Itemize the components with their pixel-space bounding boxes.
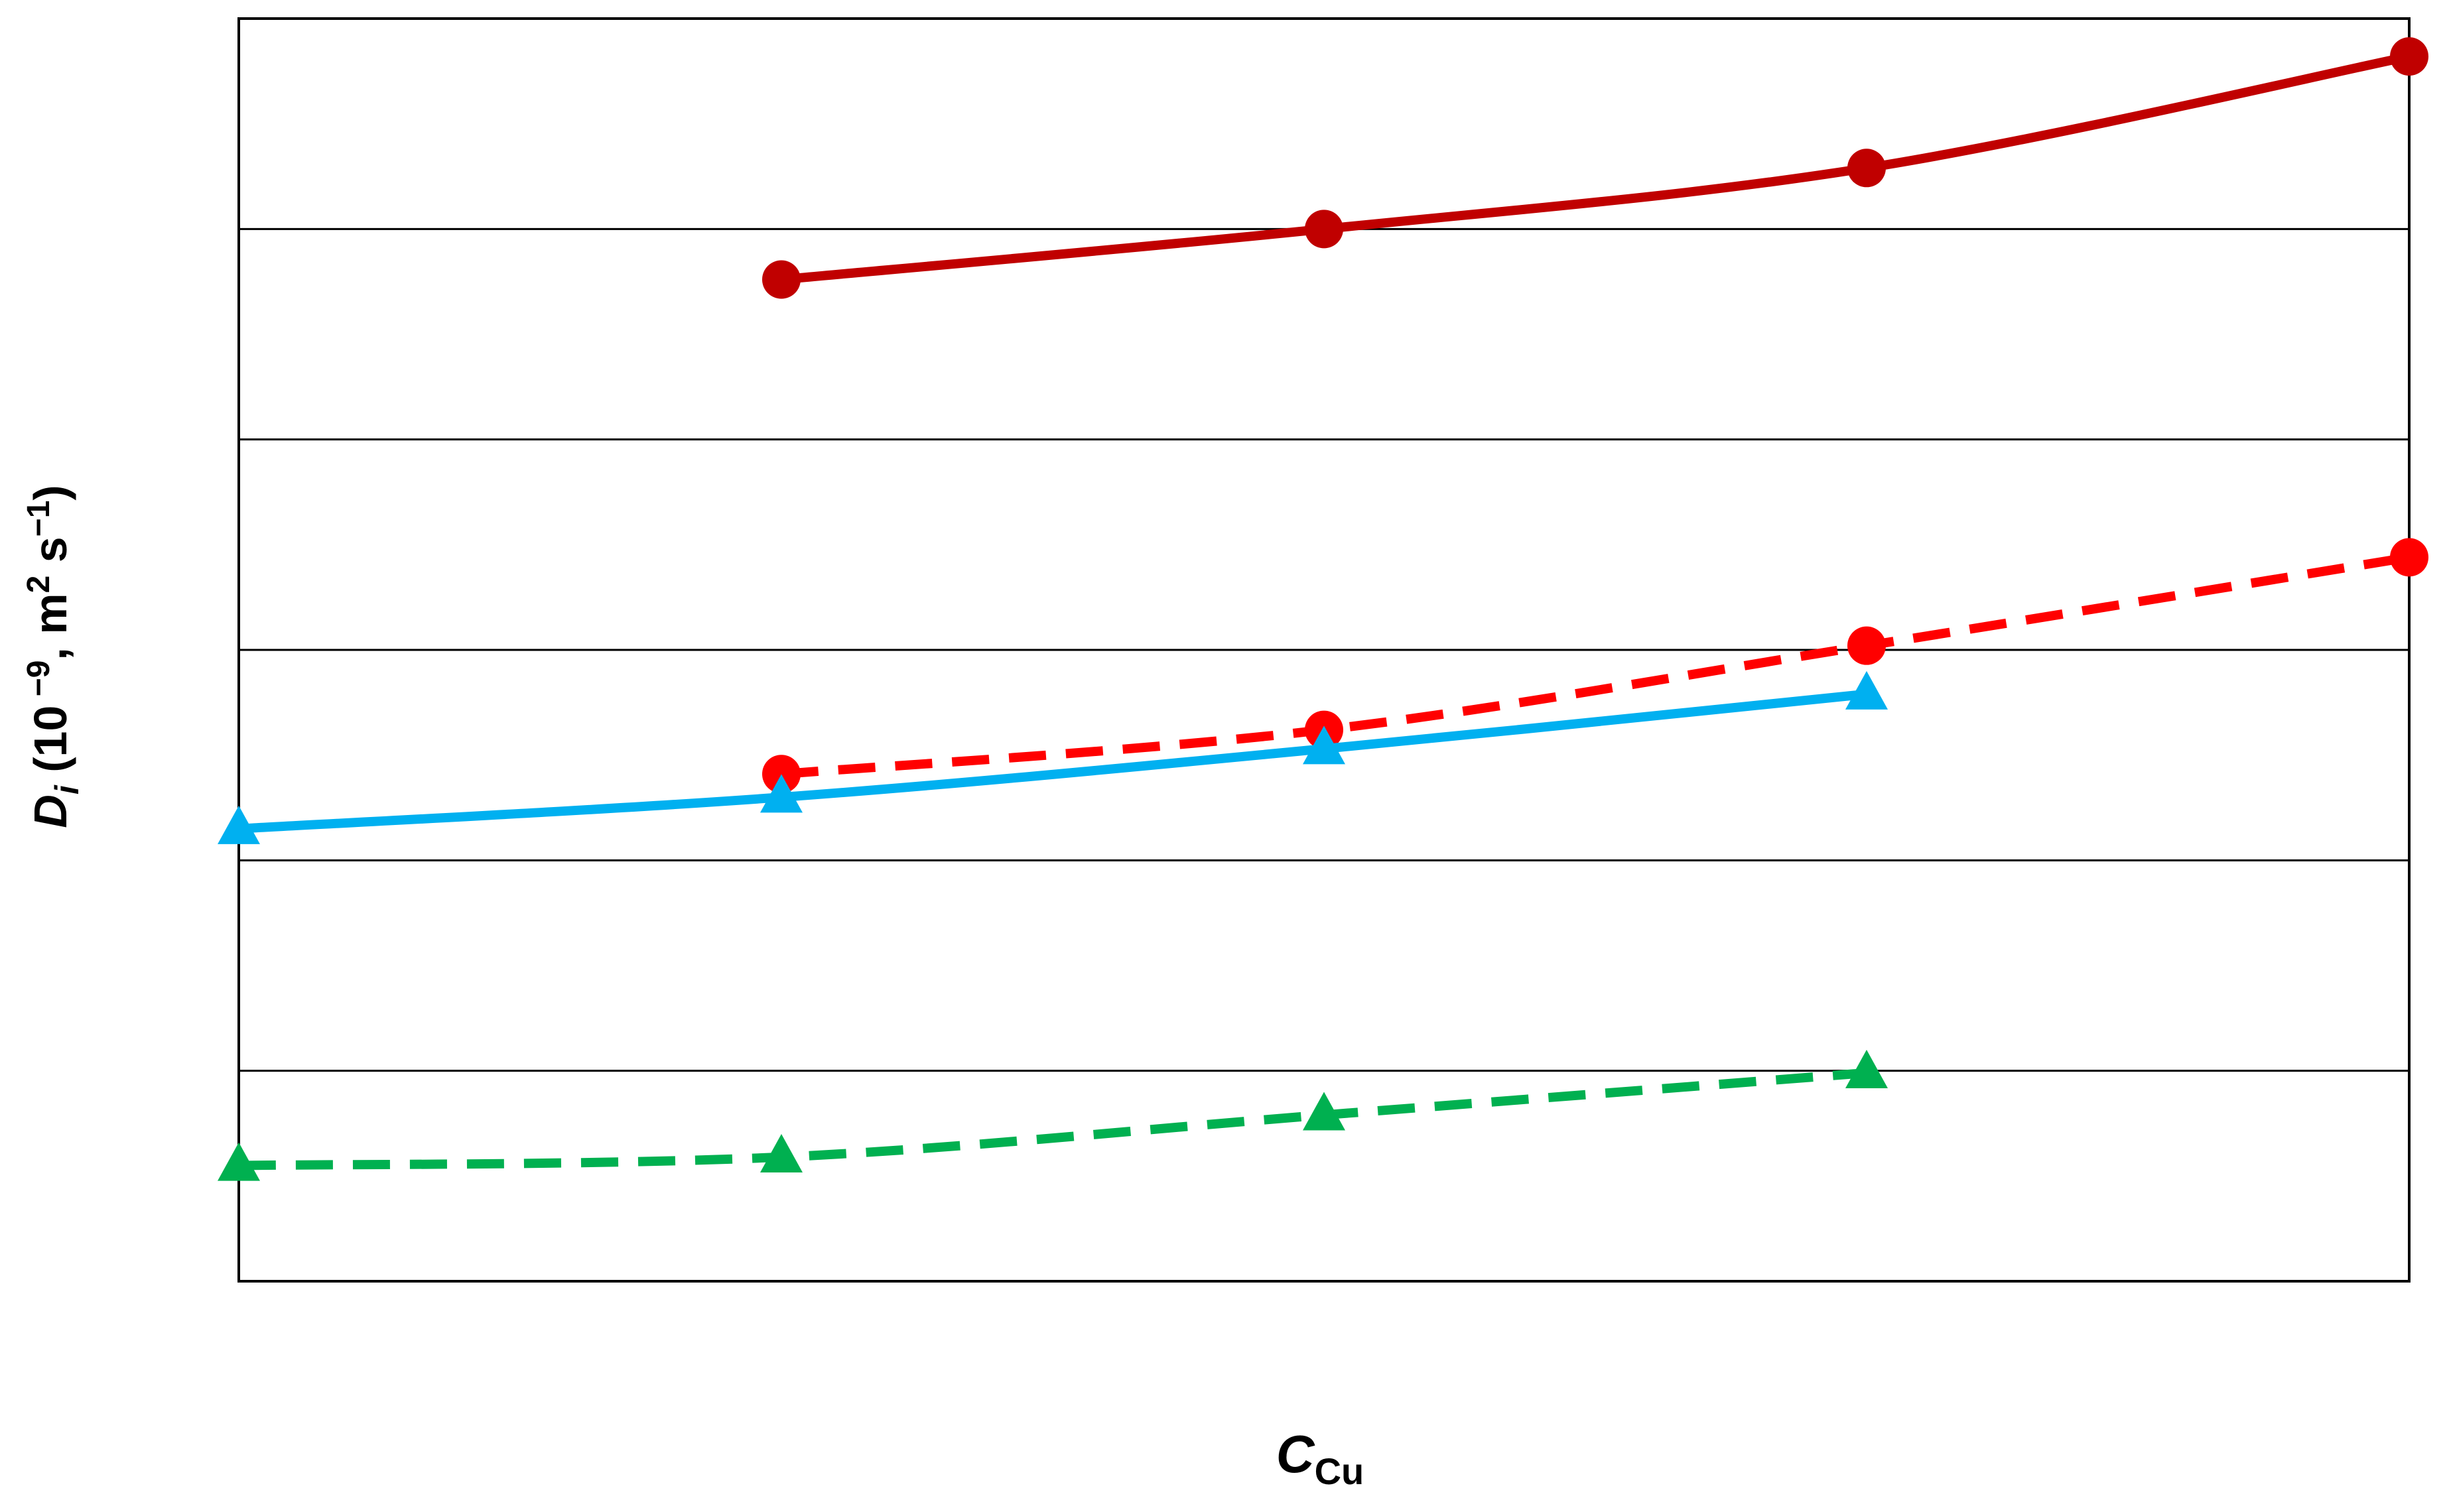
series-1-point-2: [1305, 210, 1343, 249]
series-3-point-4: [1845, 670, 1888, 710]
series-1-point-1: [762, 260, 801, 299]
series-3-point-1: [218, 805, 260, 844]
series-2-line: [781, 552, 2411, 779]
series-2: [762, 538, 2428, 794]
series-4-line: [238, 1068, 1867, 1170]
series-4-point-2: [760, 1133, 803, 1172]
grid-lines: [239, 227, 2409, 1072]
series-3: [218, 670, 1888, 844]
series-4-point-1: [218, 1142, 260, 1181]
series-1-point-4: [2390, 37, 2428, 76]
series-1-point-3: [1847, 149, 1886, 188]
series-2-point-4: [2390, 538, 2428, 577]
series-3-point-3: [1303, 725, 1345, 765]
series-4-point-4: [1845, 1050, 1888, 1089]
series-layer: [218, 37, 2428, 1181]
y-axis-label: Di (10 −9, m2 s−1): [21, 485, 86, 828]
plot-area: [237, 17, 2411, 1283]
series-3-line: [238, 689, 1867, 834]
series-2-point-1: [762, 755, 801, 794]
series-4-point-3: [1303, 1092, 1345, 1131]
series-3-point-2: [760, 774, 803, 813]
series-1-line: [781, 52, 2411, 284]
series-1: [762, 37, 2428, 299]
series-2-point-3: [1847, 626, 1886, 665]
x-axis-label: CCu: [1276, 1424, 1364, 1492]
series-4: [218, 1050, 1888, 1181]
